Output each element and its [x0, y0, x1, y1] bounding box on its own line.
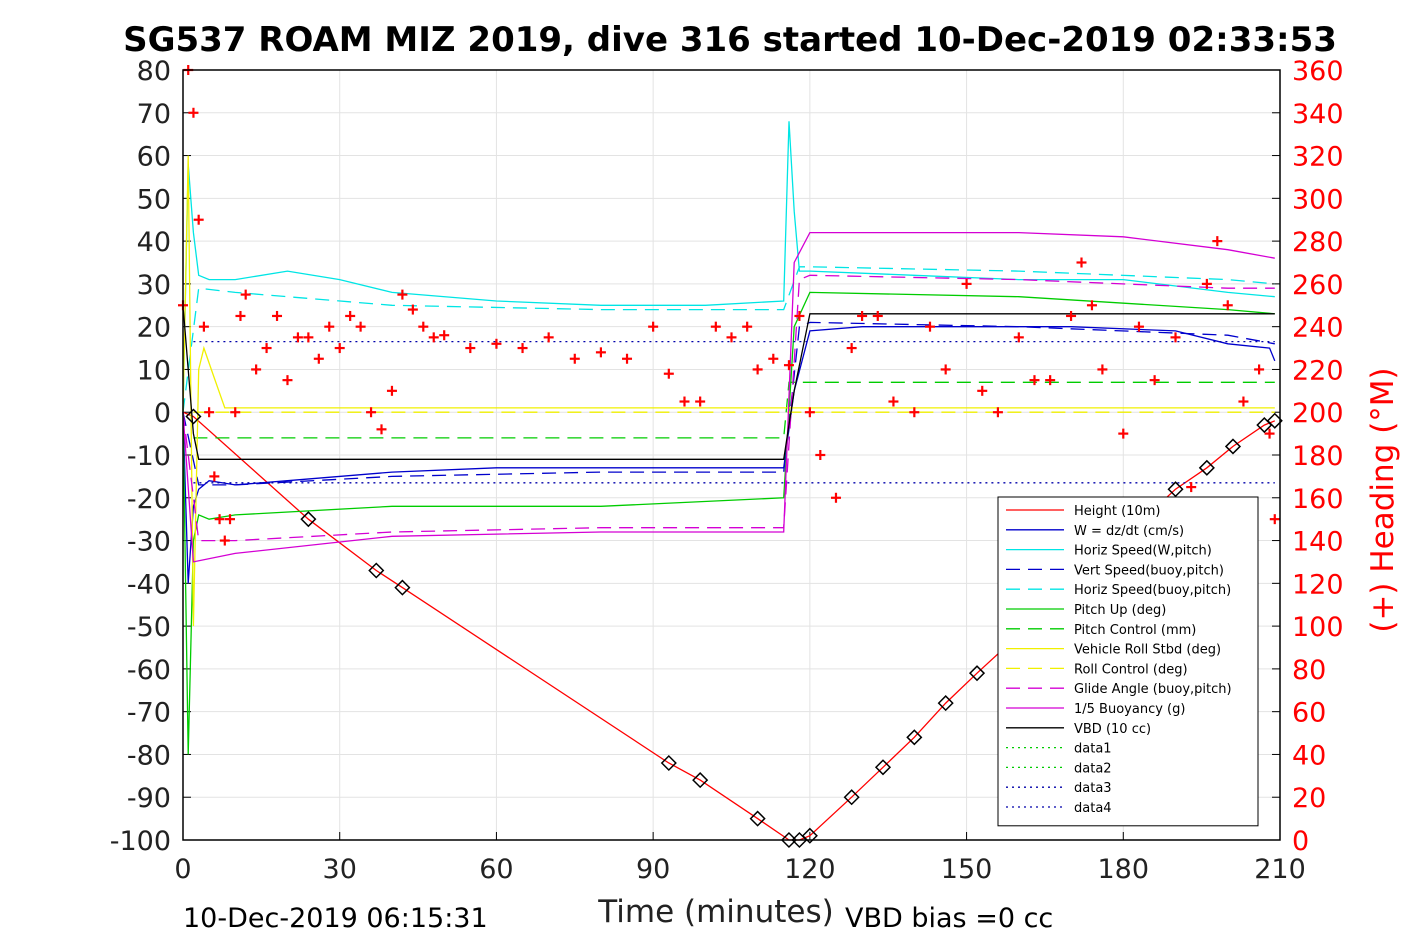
y2-tick-label: 0 [1292, 826, 1309, 857]
y-tick-label: 70 [137, 99, 171, 130]
footer-timestamp: 10-Dec-2019 06:15:31 [183, 903, 488, 934]
y-tick-label: -20 [127, 484, 171, 515]
y-tick-label: 10 [137, 355, 171, 386]
x-tick-label: 180 [1098, 854, 1150, 885]
x-tick-label: 150 [941, 854, 993, 885]
legend-label: Height (10m) [1074, 504, 1160, 519]
y-tick-label: 50 [137, 184, 171, 215]
x-axis-label: Time (minutes) [597, 894, 833, 930]
y2-tick-label: 120 [1292, 569, 1344, 600]
x-tick-label: 60 [479, 854, 513, 885]
y2-tick-label: 180 [1292, 441, 1344, 472]
y2-tick-label: 160 [1292, 484, 1344, 515]
legend-label: Roll Control (deg) [1074, 662, 1188, 677]
y-tick-label: 30 [137, 270, 171, 301]
y-tick-label: -40 [127, 569, 171, 600]
legend-label: Pitch Up (deg) [1074, 603, 1166, 618]
y2-tick-label: 140 [1292, 527, 1344, 558]
y2-tick-label: 300 [1292, 184, 1344, 215]
y2-tick-label: 280 [1292, 227, 1344, 258]
legend-label: W = dz/dt (cm/s) [1074, 524, 1184, 539]
y2-tick-label: 320 [1292, 142, 1344, 173]
y-tick-label: -30 [127, 527, 171, 558]
legend-label: Pitch Control (mm) [1074, 623, 1196, 638]
x-tick-label: 30 [323, 854, 357, 885]
x-tick-label: 90 [636, 854, 670, 885]
legend-label: data4 [1074, 801, 1112, 816]
legend-label: data3 [1074, 781, 1112, 796]
x-tick-labels: 0 30 60 90 120 150 180 210 [174, 854, 1305, 885]
y2-tick-label: 60 [1292, 698, 1326, 729]
footer-vbd-bias: VBD bias =0 cc [845, 903, 1053, 934]
y2-tick-labels: 3603403203002802602402202001801601401201… [1292, 56, 1344, 857]
chart-title: SG537 ROAM MIZ 2019, dive 316 started 10… [123, 20, 1337, 60]
legend-label: VBD (10 cc) [1074, 722, 1151, 737]
y-tick-label: 60 [137, 142, 171, 173]
y-tick-label: -70 [127, 698, 171, 729]
y-tick-label: 40 [137, 227, 171, 258]
y2-tick-label: 220 [1292, 355, 1344, 386]
y2-tick-label: 240 [1292, 313, 1344, 344]
y-tick-label: 0 [154, 398, 171, 429]
legend-label: 1/5 Buoyancy (g) [1074, 702, 1185, 717]
legend-label: data1 [1074, 742, 1112, 757]
y2-tick-label: 80 [1292, 655, 1326, 686]
x-tick-label: 210 [1254, 854, 1306, 885]
y-tick-label: -50 [127, 612, 171, 643]
y-tick-label: -60 [127, 655, 171, 686]
y-tick-label: -10 [127, 441, 171, 472]
y2-tick-label: 260 [1292, 270, 1344, 301]
y-tick-label: -80 [127, 740, 171, 771]
y-tick-label: 20 [137, 313, 171, 344]
y2-tick-label: 340 [1292, 99, 1344, 130]
legend-label: data2 [1074, 761, 1112, 776]
legend-label: Horiz Speed(buoy,pitch) [1074, 583, 1231, 598]
y2-tick-label: 200 [1292, 398, 1344, 429]
y-tick-label: -100 [110, 826, 171, 857]
y-tick-labels: 80 70 60 50 40 30 20 10 0 -10 -20 -30 -40 -50 -60 -70 -8… [110, 56, 171, 857]
legend-label: Horiz Speed(W,pitch) [1074, 544, 1212, 559]
x-tick-label: 0 [174, 854, 191, 885]
legend-label: Glide Angle (buoy,pitch) [1074, 682, 1232, 697]
y2-tick-label: 100 [1292, 612, 1344, 643]
x-tick-label: 120 [784, 854, 836, 885]
y2-axis-label: (+) Heading (°M) [1365, 367, 1401, 632]
legend: Height (10m) W = dz/dt (cm/s) Horiz Speed(… [998, 497, 1258, 826]
legend-label: Vehicle Roll Stbd (deg) [1074, 643, 1221, 658]
y2-tick-label: 360 [1292, 56, 1344, 87]
legend-label: Vert Speed(buoy,pitch) [1074, 563, 1224, 578]
y-tick-label: -90 [127, 783, 171, 814]
y2-tick-label: 40 [1292, 740, 1326, 771]
y2-tick-label: 20 [1292, 783, 1326, 814]
y-tick-label: 80 [137, 56, 171, 87]
